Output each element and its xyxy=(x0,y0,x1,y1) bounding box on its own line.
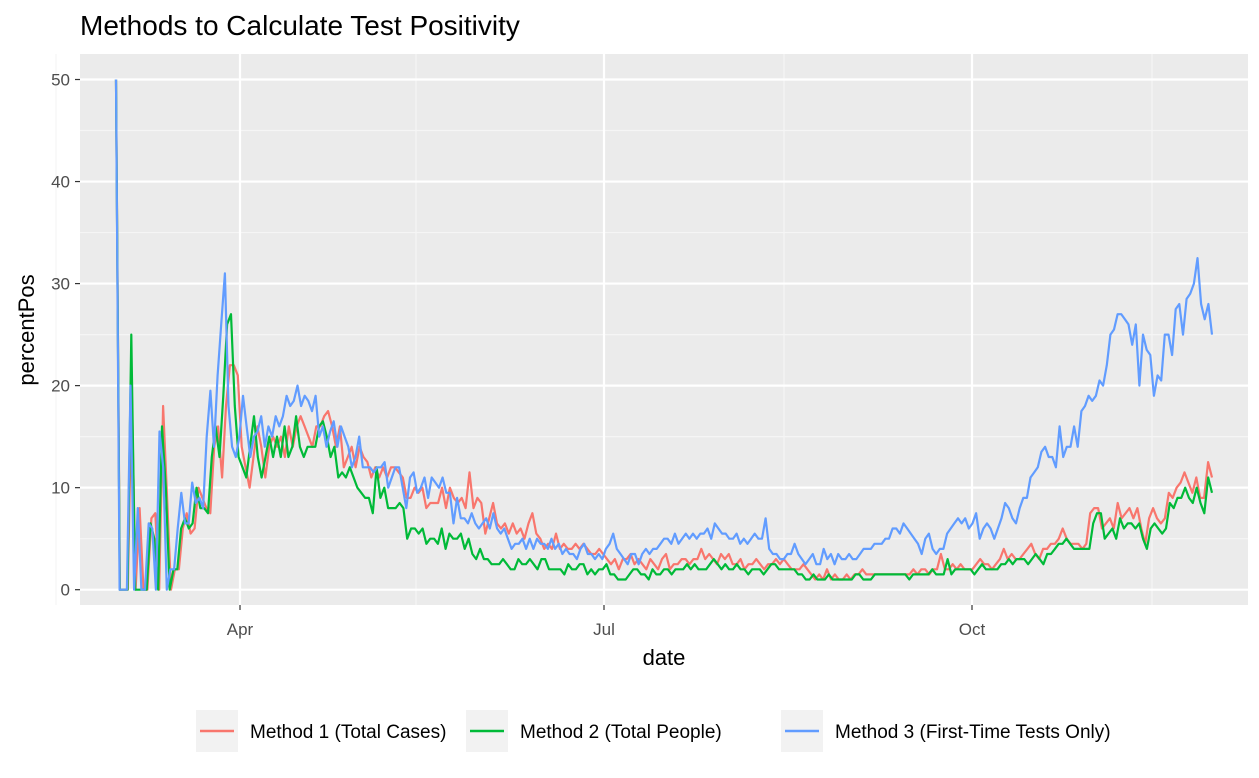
y-tick-label: 0 xyxy=(61,581,70,600)
y-tick-label: 30 xyxy=(51,275,70,294)
chart-title: Methods to Calculate Test Positivity xyxy=(80,10,520,41)
series-line-3 xyxy=(114,79,1214,591)
legend: Method 1 (Total Cases) Method 2 (Total Pe… xyxy=(196,710,1111,752)
legend-label-2: Method 2 (Total People) xyxy=(520,722,722,743)
series-lines xyxy=(114,79,1214,591)
y-tick-label: 20 xyxy=(51,377,70,396)
gridlines xyxy=(55,54,1248,605)
plot-panel xyxy=(80,54,1248,605)
x-tick-label: Oct xyxy=(959,620,986,639)
axes: 0 10 20 30 40 50 Apr Jul Oct xyxy=(51,71,985,639)
y-tick-label: 50 xyxy=(51,71,70,90)
y-tick-label: 40 xyxy=(51,173,70,192)
legend-label-1: Method 1 (Total Cases) xyxy=(250,722,446,743)
y-axis-label: percentPos xyxy=(14,274,39,385)
x-tick-label: Apr xyxy=(227,620,254,639)
legend-label-3: Method 3 (First-Time Tests Only) xyxy=(835,722,1111,743)
x-axis-label: date xyxy=(643,645,686,670)
y-tick-label: 10 xyxy=(51,479,70,498)
series-line-1 xyxy=(114,79,1214,591)
series-line-2 xyxy=(114,79,1214,591)
x-tick-label: Jul xyxy=(593,620,615,639)
